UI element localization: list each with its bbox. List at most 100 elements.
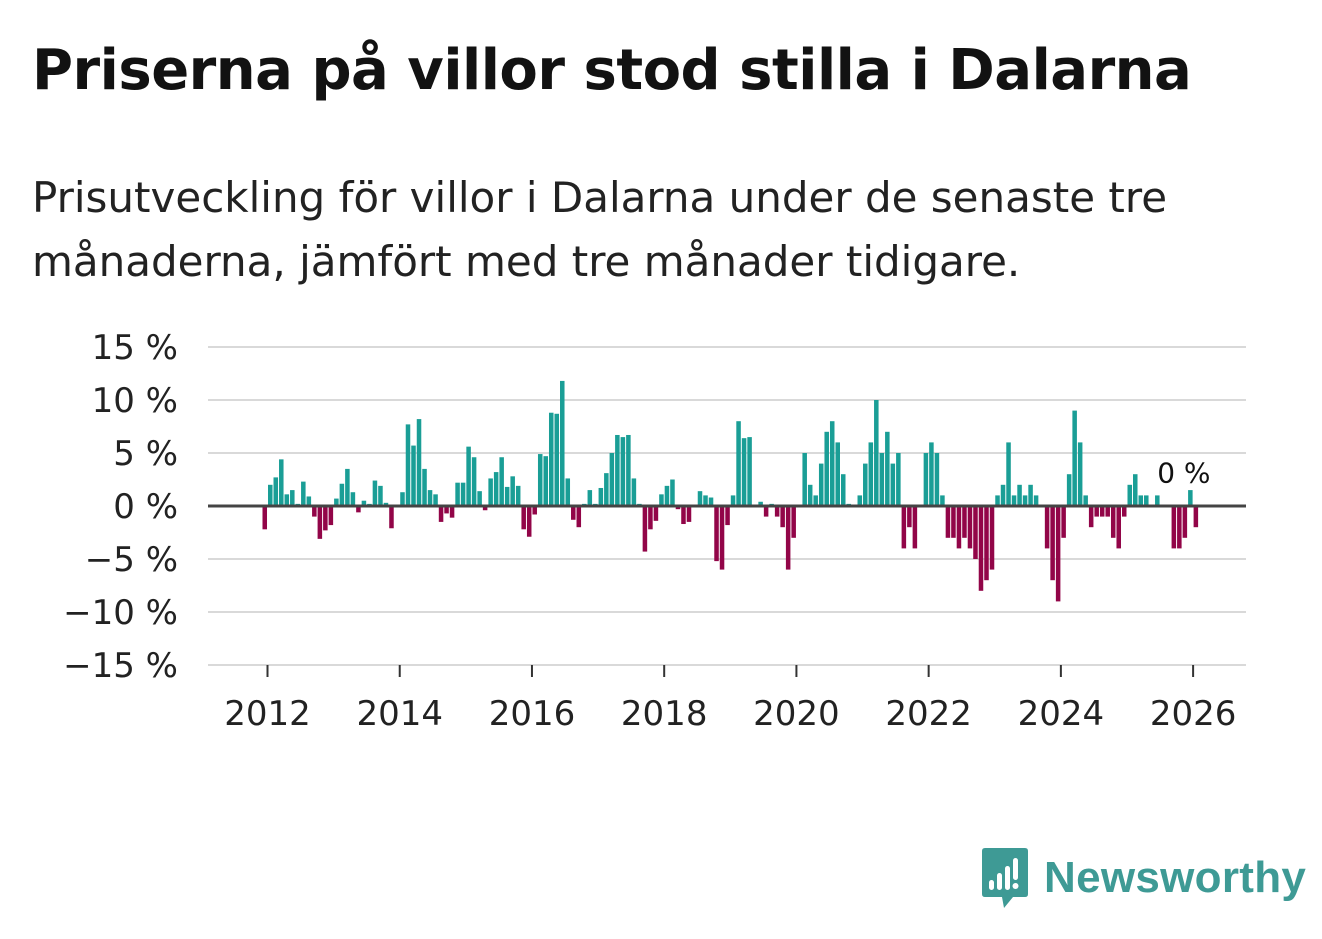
bar-positive — [543, 456, 548, 506]
bar-positive — [940, 495, 945, 506]
bar-positive — [664, 485, 670, 506]
bar-negative — [1116, 506, 1121, 549]
bar-positive — [345, 468, 350, 506]
bar-negative — [1177, 506, 1182, 549]
bar-positive — [560, 380, 565, 506]
x-axis-labels: 2012 2014 2016 2018 2020 2022 2024 2026 — [224, 665, 1236, 734]
bar-positive — [339, 483, 345, 506]
bar-positive — [378, 485, 383, 506]
bar-positive — [1133, 474, 1138, 506]
bar-positive — [868, 442, 874, 506]
bar-negative — [389, 506, 394, 529]
bar-positive — [802, 453, 807, 506]
bar-positive — [1022, 495, 1028, 506]
bar-negative — [791, 506, 796, 538]
bar-negative — [576, 506, 582, 528]
bar-negative — [725, 506, 730, 526]
bar-positive — [460, 482, 466, 506]
y-tick-label: −5 % — [85, 540, 178, 580]
bar-positive — [890, 463, 896, 506]
bar-negative — [973, 506, 978, 559]
bar-positive — [1083, 495, 1088, 506]
bar-positive — [1033, 495, 1039, 506]
y-tick-label: 10 % — [92, 381, 178, 421]
newsworthy-logo-icon — [982, 848, 1028, 908]
bar-positive — [1011, 495, 1017, 506]
bar-negative — [526, 506, 532, 537]
bar-positive — [301, 481, 306, 506]
bar-negative — [438, 506, 444, 522]
bar-positive — [829, 421, 835, 506]
bar-positive — [840, 474, 846, 506]
bar-positive — [334, 498, 339, 506]
bar-positive — [488, 478, 493, 506]
bar-positive — [455, 482, 460, 506]
bar-positive — [863, 463, 868, 506]
y-tick-label: 15 % — [92, 328, 178, 368]
x-tick-label: 2026 — [1150, 694, 1237, 734]
bar-positive — [383, 502, 389, 506]
bar-positive — [1188, 490, 1193, 506]
bar-negative — [648, 506, 653, 530]
bar-positive — [477, 491, 482, 506]
x-tick-label: 2012 — [224, 694, 311, 734]
bar-positive — [350, 492, 356, 506]
bar-positive — [813, 495, 818, 506]
bar-negative — [571, 506, 576, 520]
bar-negative — [686, 506, 692, 522]
bar-negative — [444, 506, 449, 514]
bar-negative — [532, 506, 537, 515]
bar-positive — [824, 431, 829, 506]
bar-negative — [901, 506, 907, 549]
bar-negative — [951, 506, 956, 538]
bar-negative — [482, 506, 488, 511]
y-tick-label: −15 % — [63, 646, 178, 686]
bar-positive — [1138, 495, 1144, 506]
x-tick-label: 2016 — [489, 694, 576, 734]
bar-negative — [1055, 506, 1061, 602]
bar-negative — [945, 506, 951, 538]
y-tick-label: −10 % — [63, 593, 178, 633]
bar-positive — [411, 445, 416, 506]
bar-positive — [934, 453, 940, 506]
bar-negative — [681, 506, 686, 525]
bar-negative — [521, 506, 526, 530]
bar-positive — [290, 490, 295, 506]
bar-positive — [1017, 484, 1022, 506]
bar-positive — [697, 491, 703, 506]
bar-positive — [554, 413, 560, 506]
x-tick-label: 2022 — [885, 694, 972, 734]
grid-lines — [208, 346, 1246, 666]
bar-positive — [807, 484, 813, 506]
bar-negative — [1044, 506, 1050, 549]
bar-negative — [1193, 506, 1199, 528]
bar-positive — [372, 480, 378, 506]
bar-positive — [405, 424, 411, 506]
bar-positive — [670, 479, 675, 506]
bar-positive — [279, 459, 284, 506]
bar-negative — [356, 506, 361, 513]
bar-chart: 15 %10 %5 %0 %−5 %−10 %−15 % 2012 2014 201… — [63, 328, 1246, 734]
bar-positive — [708, 497, 714, 506]
bar-positive — [1072, 410, 1077, 506]
y-axis-labels: 15 % 10 % 5 % 0 % −5 % −10 % −15 % — [63, 328, 178, 686]
bar-positive — [466, 446, 471, 506]
bar-positive — [879, 453, 885, 506]
bar-negative — [956, 506, 962, 549]
chart-subtitle: Prisutveckling för villor i Dalarna unde… — [32, 173, 1168, 286]
bar-negative — [714, 506, 719, 562]
bar-positive — [818, 463, 824, 506]
bar-positive — [626, 434, 631, 506]
bar-negative — [780, 506, 785, 528]
bar-positive — [273, 477, 279, 506]
bar-positive — [1066, 474, 1072, 506]
bar-negative — [978, 506, 984, 591]
bar-positive — [747, 437, 752, 506]
bar-negative — [763, 506, 769, 517]
bars — [262, 380, 1199, 602]
bar-positive — [537, 454, 543, 506]
bar-positive — [874, 400, 879, 506]
bar-negative — [774, 506, 780, 517]
bar-negative — [1105, 506, 1110, 517]
bar-negative — [962, 506, 967, 538]
